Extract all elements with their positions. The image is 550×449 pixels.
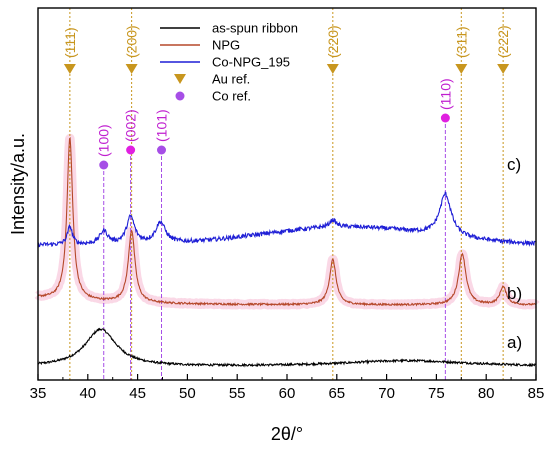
legend-swatch-triangle (174, 74, 186, 84)
co-reflection-label: (101) (154, 109, 170, 142)
x-axis-ticks: 35 40 45 50 55 60 65 70 75 80 85 (30, 374, 545, 402)
au-reflection-label: (222) (495, 25, 511, 58)
au-reflection-label: (311) (453, 26, 469, 58)
au-marker (63, 64, 76, 74)
x-tick-label: 60 (279, 385, 296, 402)
x-tick-label: 70 (378, 385, 395, 402)
au-marker (125, 64, 138, 74)
reference-markers: (111) (200) (220) (311) (222) (100) (002) (101)… (62, 25, 511, 170)
x-axis-title: 2θ/° (271, 424, 303, 444)
x-tick-label: 80 (478, 385, 495, 402)
co-marker (157, 145, 167, 155)
x-tick-label: 75 (428, 385, 445, 402)
x-tick-label: 40 (79, 385, 96, 402)
x-tick-label: 55 (229, 385, 246, 402)
legend-label: Au ref. (212, 72, 250, 87)
x-tick-label: 65 (328, 385, 345, 402)
co-marker (99, 160, 109, 170)
x-tick-label: 50 (179, 385, 196, 402)
legend-label: Co-NPG_195 (212, 55, 290, 70)
au-reflection-label: (111) (62, 27, 78, 58)
curve-labels: a) b) c) (507, 155, 522, 352)
co-reflection-label: (002) (123, 109, 139, 142)
x-tick-label: 45 (129, 385, 146, 402)
legend-label: Co ref. (212, 89, 251, 104)
x-tick-label: 35 (30, 385, 47, 402)
au-reflection-label: (220) (325, 25, 341, 58)
series-line-as-spun-ribbon (37, 327, 537, 368)
au-marker (326, 64, 339, 74)
series-line-npg (37, 136, 537, 307)
reference-lines (69, 8, 504, 380)
axes: 35 40 45 50 55 60 65 70 75 80 85 2θ/° Intensity/a.… (8, 7, 545, 444)
curve-label-c: c) (507, 155, 521, 174)
series-line-co-npg-195 (37, 191, 537, 248)
legend-swatch-circle (175, 91, 185, 101)
legend-label: as-spun ribbon (212, 21, 298, 36)
legend: as-spun ribbon NPG Co-NPG_195 Au ref. Co ref… (160, 21, 298, 104)
y-axis-title: Intensity/a.u. (8, 133, 28, 235)
x-tick-label: 85 (528, 385, 545, 402)
legend-label: NPG (212, 38, 240, 53)
au-marker (497, 64, 510, 74)
au-reflection-label: (200) (124, 25, 140, 58)
co-marker (126, 145, 136, 155)
au-marker (455, 64, 468, 74)
co-marker (440, 113, 450, 123)
co-reflection-label: (110) (437, 78, 453, 110)
curve-label-a: a) (507, 333, 522, 352)
co-reflection-label: (100) (96, 124, 112, 157)
curves (37, 136, 537, 368)
curve-label-b: b) (507, 284, 522, 303)
